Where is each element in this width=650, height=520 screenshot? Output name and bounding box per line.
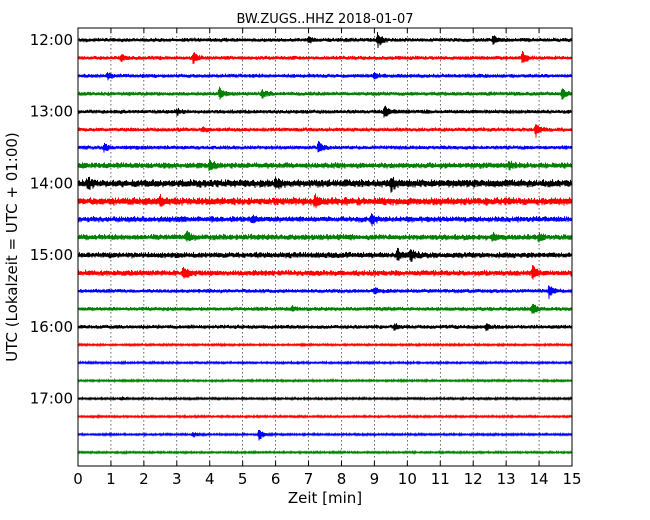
- x-tick-label: 8: [337, 470, 347, 488]
- x-tick-label: 1: [106, 470, 116, 488]
- x-tick-label: 0: [73, 470, 83, 488]
- x-tick-label: 7: [304, 470, 314, 488]
- seismic-trace: [77, 193, 573, 209]
- x-tick-label: 11: [431, 470, 450, 488]
- x-tick-label: 3: [172, 470, 182, 488]
- seismic-trace: [77, 247, 573, 262]
- seismic-trace: [77, 141, 573, 153]
- seismic-trace: [77, 230, 573, 243]
- seismic-trace: [77, 86, 573, 100]
- x-tick-label: 4: [205, 470, 215, 488]
- x-tick-label: 5: [238, 470, 248, 488]
- x-axis: 0 1 2 3 4 5 6 7 8 9 10 11 12 13 14 15: [73, 28, 582, 488]
- seismic-trace: [77, 323, 573, 332]
- trace-group: [77, 31, 573, 456]
- chart-title: BW.ZUGS..HHZ 2018-01-07: [236, 12, 413, 27]
- seismic-trace: [77, 395, 573, 402]
- seismic-trace: [77, 31, 573, 49]
- y-tick-label: 14:00: [30, 174, 73, 192]
- seismic-trace: [77, 413, 573, 420]
- seismic-trace: [77, 50, 573, 64]
- seismic-trace: [77, 176, 573, 193]
- seismic-trace: [77, 303, 573, 314]
- seismic-trace: [77, 449, 573, 456]
- y-axis: 12:00 13:00 14:00 15:00 16:00 17:00: [30, 31, 572, 408]
- y-tick-label: 13:00: [30, 103, 73, 121]
- x-axis-label: Zeit [min]: [288, 489, 362, 507]
- y-axis-label: UTC (Lokalzeit = UTC + 01:00): [3, 132, 21, 362]
- seismic-trace: [77, 72, 573, 81]
- seismic-trace: [77, 265, 573, 280]
- seismic-trace: [77, 341, 573, 348]
- x-tick-label: 9: [370, 470, 380, 488]
- plot-frame: [77, 27, 573, 467]
- seismic-trace: [77, 158, 573, 172]
- x-tick-label: 10: [398, 470, 417, 488]
- seismic-trace: [77, 124, 573, 138]
- seismic-trace: [77, 213, 573, 227]
- y-tick-label: 12:00: [30, 31, 73, 49]
- seismic-trace: [77, 359, 573, 366]
- seismic-trace: [77, 285, 573, 299]
- y-tick-label: 15:00: [30, 246, 73, 264]
- y-tick-label: 16:00: [30, 318, 73, 336]
- grid-lines: [110, 28, 540, 466]
- x-tick-label: 13: [497, 470, 516, 488]
- x-tick-label: 12: [464, 470, 483, 488]
- x-tick-label: 14: [530, 470, 549, 488]
- seismic-trace: [77, 377, 573, 384]
- seismic-trace: [77, 430, 573, 441]
- seismic-trace: [77, 105, 573, 118]
- y-tick-label: 17:00: [30, 390, 73, 408]
- x-tick-label: 6: [271, 470, 281, 488]
- x-tick-label: 15: [562, 470, 581, 488]
- x-tick-label: 2: [139, 470, 149, 488]
